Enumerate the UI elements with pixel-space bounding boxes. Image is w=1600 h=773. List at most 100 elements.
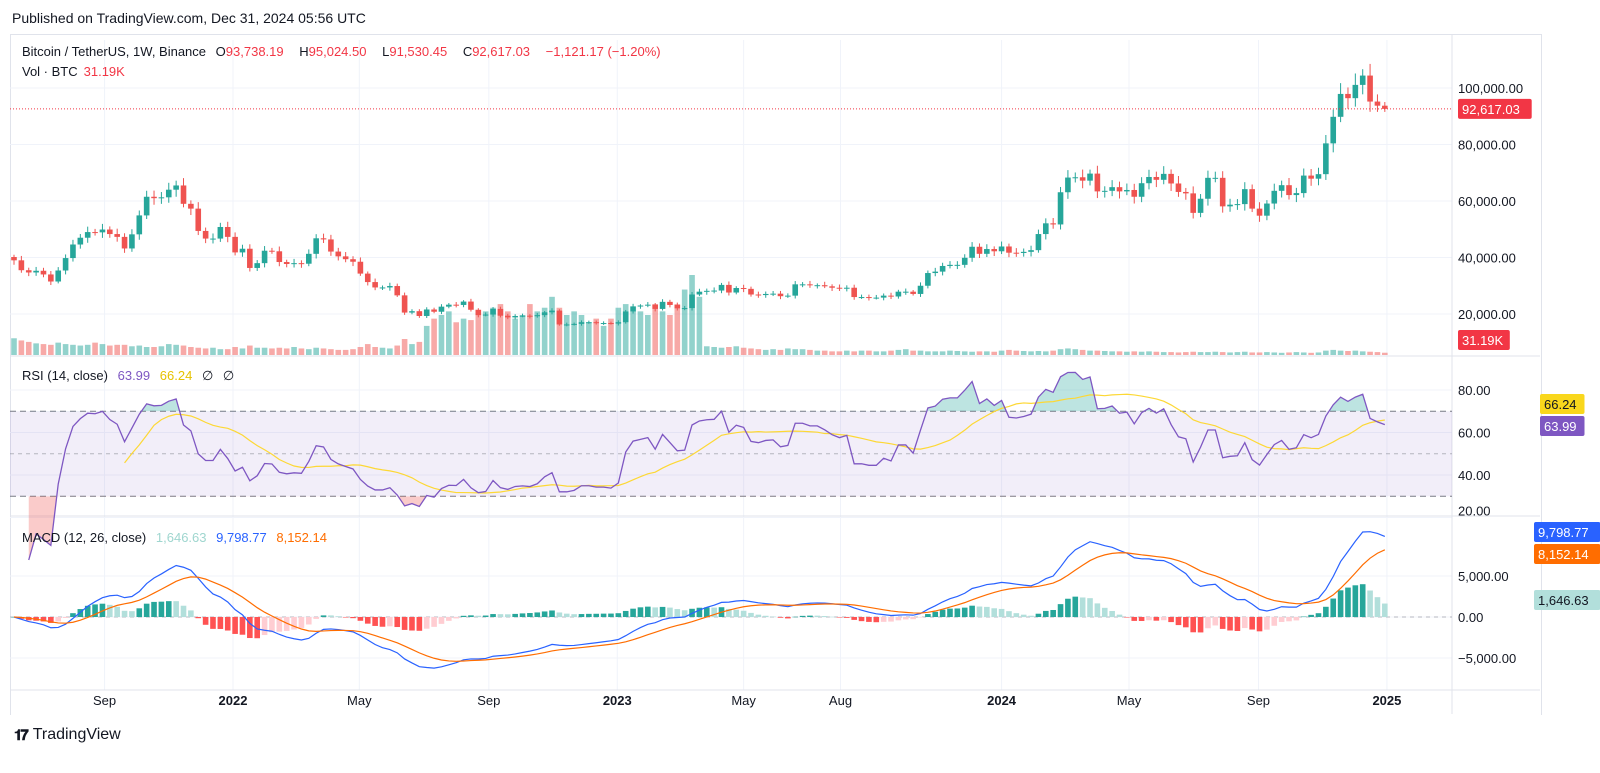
volume-bar [151, 347, 157, 355]
candle-body [372, 282, 378, 288]
candle-body [107, 229, 113, 235]
macd-histogram-bar [1043, 610, 1049, 617]
candle-body [1160, 173, 1167, 180]
volume-bar [188, 347, 194, 355]
macd-histogram-bar [814, 615, 821, 617]
candle-body [1367, 75, 1373, 102]
macd-histogram-bar [217, 617, 224, 629]
candle-body [961, 257, 968, 265]
candle-body [1359, 75, 1366, 85]
volume-bar [1146, 351, 1152, 355]
macd-histogram-bar [703, 607, 710, 617]
volume-legend-label[interactable]: Vol · BTC [22, 64, 78, 79]
volume-bar [254, 347, 261, 355]
candle-body [1345, 93, 1351, 99]
volume-bar [556, 307, 563, 355]
candle-body [902, 291, 909, 293]
macd-legend-label[interactable]: MACD (12, 26, close) [22, 530, 147, 545]
candle-body [261, 250, 268, 264]
macd-histogram-bar [1367, 590, 1373, 617]
candle-body [895, 291, 902, 297]
macd-histogram-bar [1241, 617, 1248, 629]
candle-body [254, 263, 261, 268]
volume-bar [475, 315, 482, 355]
volume-bar [1168, 352, 1174, 355]
candle-body [239, 248, 246, 253]
candle-body [202, 230, 209, 239]
macd-histogram-bar [342, 617, 349, 618]
volume-bar [829, 351, 835, 355]
macd-histogram-bar [527, 613, 533, 617]
candle-body [151, 196, 157, 199]
volume-bar [1264, 352, 1270, 355]
macd-histogram-bar [107, 604, 113, 617]
candle-body [991, 249, 998, 252]
volume-bar [173, 344, 179, 355]
candle-body [1330, 116, 1337, 144]
macd-histogram-bar [1337, 590, 1344, 617]
volume-bar [674, 304, 681, 355]
volume-bar [210, 347, 216, 355]
macd-legend: MACD (12, 26, close) 1,646.63 9,798.77 8… [22, 530, 333, 545]
macd-tick-label: 0.00 [1458, 610, 1483, 625]
macd-histogram-bar [1013, 613, 1020, 617]
macd-histogram-bar [637, 607, 644, 617]
macd-histogram-bar [1065, 598, 1071, 617]
volume-bar [1330, 349, 1337, 355]
candle-body [873, 297, 880, 299]
volume-bar [910, 350, 916, 355]
volume-bar [379, 347, 386, 355]
macd-histogram-bar [740, 610, 747, 617]
macd-histogram-bar [571, 614, 577, 617]
volume-bar [1183, 352, 1189, 355]
macd-histogram-bar [844, 617, 850, 618]
symbol-title[interactable]: Bitcoin / TetherUS, 1W, Binance [22, 44, 207, 59]
candle-body [703, 290, 710, 292]
volume-bar [851, 351, 857, 355]
rsi-tick-label: 40.00 [1458, 468, 1491, 483]
tradingview-logo-icon: 𝟏𝟕 [14, 726, 29, 744]
volume-bar [645, 315, 651, 355]
volume-bar [261, 347, 268, 355]
candle-body [925, 273, 931, 286]
candle-body [630, 306, 636, 312]
macd-histogram-bar [917, 617, 924, 618]
volume-bar [1153, 351, 1160, 355]
volume-bar [630, 311, 636, 355]
candle-body [298, 263, 305, 265]
macd-histogram-bar [180, 605, 187, 617]
volume-bar [291, 347, 297, 355]
time-tick-label: 2025 [1372, 693, 1401, 708]
volume-bar [70, 344, 76, 355]
candle-body [1337, 93, 1344, 117]
volume-bar [659, 311, 666, 355]
macd-histogram-bar [645, 606, 651, 617]
volume-bar [217, 349, 224, 355]
macd-histogram-bar [534, 612, 541, 617]
macd-histogram-bar [858, 617, 865, 622]
macd-histogram-bar [1264, 617, 1270, 630]
volume-bar [357, 347, 364, 355]
rsi-legend-label[interactable]: RSI (14, close) [22, 368, 108, 383]
volume-bar [718, 347, 725, 355]
volume-bar [320, 348, 327, 355]
volume-bar [954, 351, 961, 355]
candle-body [1168, 173, 1174, 184]
candle-body [379, 287, 386, 289]
macd-histogram-bar [291, 617, 297, 630]
volume-bar [1256, 352, 1263, 355]
volume-bar [571, 311, 577, 355]
volume-bar [895, 349, 902, 355]
candle-body [291, 263, 297, 265]
macd-hist-legend-value: 1,646.63 [155, 530, 207, 545]
time-tick-label: 2023 [603, 693, 632, 708]
macd-histogram-bar [770, 616, 776, 618]
volume-bar [276, 347, 283, 355]
macd-histogram-bar [173, 601, 179, 617]
volume-bar [622, 304, 629, 355]
tradingview-logo[interactable]: 𝟏𝟕 TradingView [14, 726, 121, 744]
macd-histogram-bar [556, 612, 563, 617]
candle-body [62, 258, 69, 271]
